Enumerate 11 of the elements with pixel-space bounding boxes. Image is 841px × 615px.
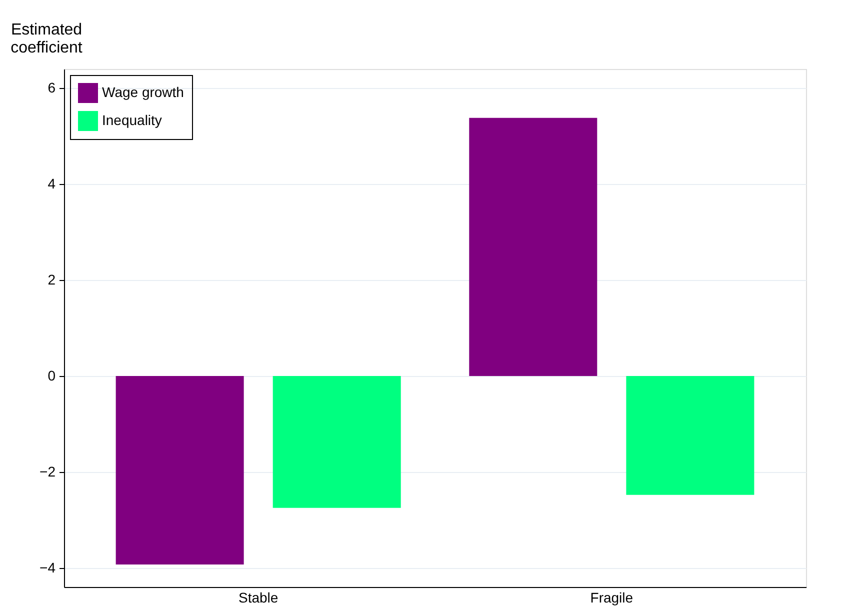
y-tick-label: 0 bbox=[48, 367, 56, 384]
y-tick-label: 6 bbox=[48, 80, 56, 96]
y-tick-label: −4 bbox=[40, 559, 56, 576]
x-tick-label: Stable bbox=[238, 590, 278, 606]
y-tick-label: 4 bbox=[48, 176, 56, 192]
y-axis-title: Estimated coefficient bbox=[10, 22, 83, 56]
legend-label: Wage growth bbox=[102, 84, 184, 100]
x-tick-label: Fragile bbox=[590, 590, 634, 606]
y-tick-label: −2 bbox=[40, 463, 56, 480]
y-tick-label: 2 bbox=[48, 272, 56, 288]
legend-label: Inequality bbox=[102, 112, 162, 128]
